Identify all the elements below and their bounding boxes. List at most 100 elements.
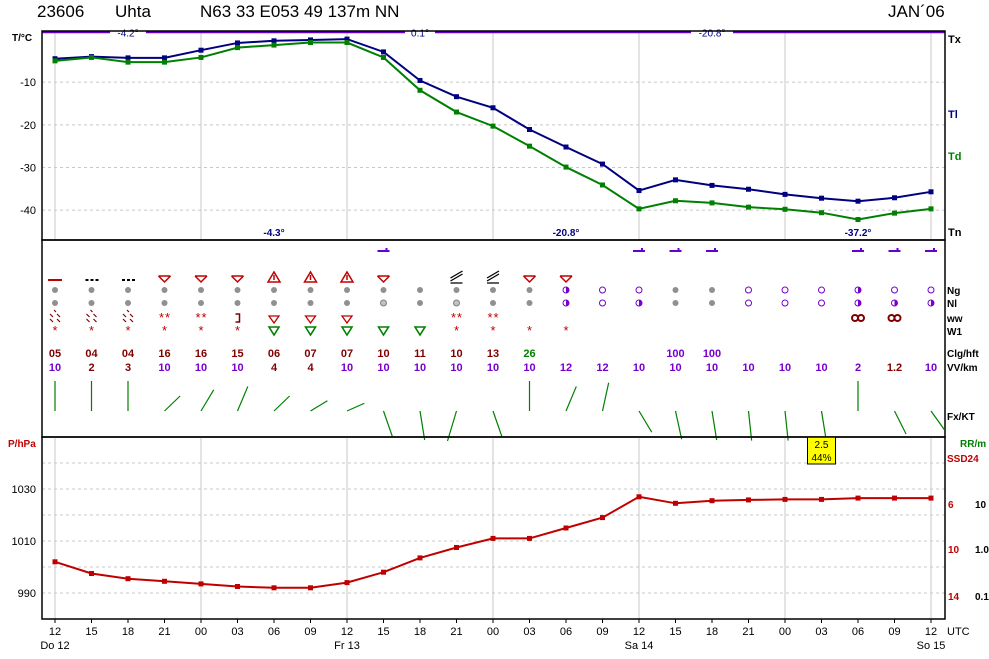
data-point-tl: [819, 195, 824, 201]
data-point-pressure: [271, 585, 277, 591]
data-point-tl: [271, 38, 277, 44]
data-point-pressure: [892, 495, 897, 501]
wind-barb: [711, 410, 718, 441]
weather-symbol: [376, 275, 391, 284]
ceiling-value: 04: [122, 348, 135, 360]
x-tick-label: 12: [341, 626, 353, 638]
cloud-cover-symbol: [745, 286, 752, 294]
data-point-pressure: [454, 545, 459, 550]
present-weather-symbol: *: [201, 310, 206, 325]
data-point-tl: [235, 40, 240, 46]
data-point-pressure: [563, 525, 569, 531]
data-point-pressure: [527, 535, 532, 541]
data-point-tl: [125, 55, 131, 61]
weather-symbol: [157, 275, 172, 284]
tx-legend-label: Tx: [948, 34, 962, 46]
cloud-cover-symbol: [566, 287, 569, 293]
past-weather-symbol: *: [198, 323, 203, 338]
visibility-value: 10: [487, 362, 499, 374]
wind-barb: [346, 402, 365, 412]
cloud-cover-symbol: [490, 287, 496, 293]
wind-barb: [164, 395, 181, 412]
weather-symbol: [194, 275, 208, 284]
cloud-cover-symbol: [709, 300, 715, 306]
visibility-value: 12: [596, 362, 608, 374]
x-tick-label: 03: [815, 626, 827, 638]
cloud-cover-symbol: [745, 299, 752, 307]
x-tick-label: 21: [450, 626, 462, 638]
data-point-td: [235, 45, 240, 51]
weather-symbol: [339, 270, 355, 283]
data-point-tl: [563, 144, 569, 150]
data-point-td: [417, 87, 423, 93]
weather-symbol: [303, 270, 318, 283]
wind-barb: [930, 410, 946, 431]
data-point-pressure: [782, 496, 788, 502]
tx-label: 0.1°: [411, 28, 429, 39]
data-point-pressure: [490, 535, 496, 541]
wind-barb: [820, 410, 827, 441]
wind-barb: [446, 410, 458, 442]
tx-label-bg: [691, 26, 733, 38]
y-tick-label: 1030: [12, 484, 36, 496]
x-tick-label: 21: [742, 626, 754, 638]
data-point-td: [344, 40, 350, 46]
visibility-value: 10: [706, 362, 718, 374]
data-point-td: [52, 58, 58, 64]
data-point-tl: [928, 189, 934, 195]
ceiling-value: 26: [523, 348, 535, 360]
x-tick-label: 15: [377, 626, 389, 638]
past-weather-symbol: [267, 326, 281, 337]
data-point-td: [709, 200, 715, 206]
visibility-value: 1.2: [887, 362, 902, 374]
data-point-tl: [782, 191, 788, 197]
ceiling-value: 100: [666, 348, 684, 360]
ceiling-value: 15: [231, 348, 243, 360]
cloud-cover-symbol: [234, 287, 241, 293]
data-point-tl: [636, 188, 642, 194]
data-point-td: [162, 59, 167, 65]
present-weather-symbol: [857, 314, 865, 322]
x-tick-label: 15: [85, 626, 97, 638]
cloud-cover-symbol: [88, 300, 95, 306]
obs-row-label: Fx/KT: [947, 412, 975, 423]
present-weather-symbol: [340, 315, 354, 325]
data-point-pressure: [308, 585, 313, 591]
day-label: So 15: [917, 640, 946, 652]
data-point-pressure: [381, 569, 386, 575]
visibility-value: 10: [377, 362, 389, 374]
visibility-value: 10: [341, 362, 353, 374]
data-point-pressure: [600, 515, 605, 521]
present-weather-symbol: *: [451, 310, 456, 325]
wind-barb: [310, 400, 328, 412]
cloud-cover-symbol: [271, 300, 277, 306]
tn-label: -4.3°: [263, 228, 284, 239]
data-point-tl: [417, 77, 423, 83]
visibility-value: 3: [125, 362, 131, 374]
x-tick-label: 21: [158, 626, 170, 638]
obs-row-label: VV/km: [947, 363, 978, 374]
x-tick-label: 09: [888, 626, 900, 638]
past-weather-symbol: *: [527, 323, 532, 338]
x-tick-label: 00: [779, 626, 791, 638]
cloud-cover-symbol: [198, 300, 204, 306]
visibility-value: 10: [669, 362, 681, 374]
wind-barb: [200, 389, 215, 412]
cloud-cover-symbol: [781, 286, 789, 294]
cloud-cover-symbol: [709, 287, 715, 293]
data-point-td: [527, 143, 532, 149]
x-tick-label: 03: [231, 626, 243, 638]
data-point-pressure: [52, 559, 58, 565]
data-point-tl: [673, 177, 678, 183]
x-tick-label: 12: [49, 626, 61, 638]
tx-label: -4.2°: [117, 28, 138, 39]
cloud-cover-symbol: [894, 300, 898, 306]
data-point-pressure: [673, 500, 678, 506]
cloud-cover-symbol: [161, 287, 168, 293]
data-point-td: [928, 206, 934, 212]
wind-barb: [674, 410, 683, 440]
data-point-pressure: [417, 555, 423, 561]
wind-barb: [273, 395, 291, 412]
cloud-cover-symbol: [639, 300, 642, 306]
